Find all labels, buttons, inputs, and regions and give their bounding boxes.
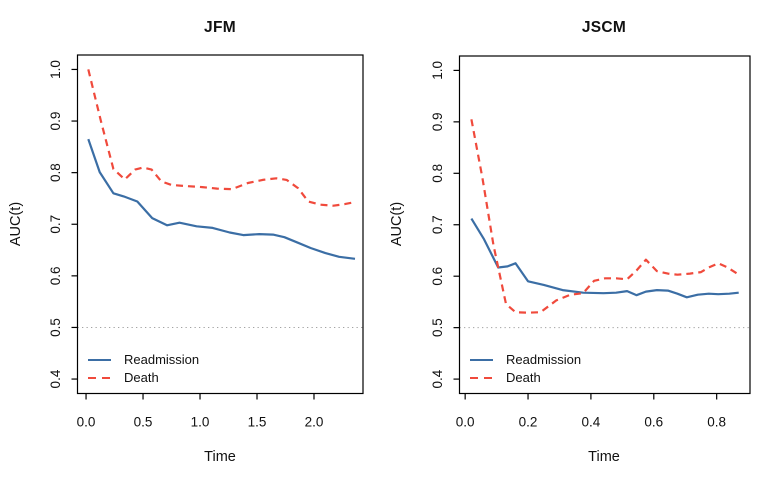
legend-jscm: Readmission Death: [470, 351, 581, 387]
legend-jfm: Readmission Death: [88, 351, 199, 387]
y-tick-label: 0.8: [430, 164, 445, 183]
x-tick-label: 0.5: [134, 415, 153, 430]
legend-row-readmission: Readmission: [88, 351, 199, 369]
panel-jscm: 0.0 0.2 0.4 0.6 0.8 0.4 0.5 0.6 0.7 0.8 0.9 1.0: [430, 55, 751, 430]
legend-row-readmission: Readmission: [470, 351, 581, 369]
y-tick-label: 0.4: [48, 369, 63, 388]
x-tick-label: 0.6: [644, 415, 663, 430]
y-tick-label: 0.9: [430, 112, 445, 131]
death-line-swatch: [470, 376, 493, 380]
legend-label-death: Death: [124, 370, 159, 385]
x-tick-label: 0.0: [456, 415, 475, 430]
y-tick-label: 0.5: [430, 318, 445, 337]
y-tick-label: 1.0: [430, 61, 445, 80]
series-line-death: [470, 119, 738, 314]
legend-label-readmission: Readmission: [506, 352, 582, 367]
readmission-line-swatch: [88, 358, 111, 362]
panel-jfm: 0.0 0.5 1.0 1.5 2.0 0.4 0.5 0.6 0.7 0.8 0.9 1.0: [48, 54, 364, 430]
plot-box: [458, 55, 751, 395]
x-tick-label: 1.0: [191, 415, 210, 430]
x-tick-label: 1.5: [248, 415, 267, 430]
x-tick-label: 0.8: [707, 415, 726, 430]
x-tick-label: 0.2: [519, 415, 538, 430]
y-tick-label: 0.8: [48, 163, 63, 182]
x-tick-label: 0.4: [582, 415, 601, 430]
x-axis-label-jscm: Time: [588, 449, 620, 465]
x-tick-label: 2.0: [305, 415, 324, 430]
legend-row-death: Death: [88, 369, 199, 387]
y-tick-label: 0.7: [48, 215, 63, 234]
x-tick-label: 0.0: [77, 415, 96, 430]
readmission-line-swatch: [470, 358, 493, 362]
plot-box: [76, 54, 364, 395]
series-line-death: [87, 69, 356, 207]
chart-title-jfm: JFM: [204, 19, 236, 36]
legend-label-readmission: Readmission: [124, 352, 200, 367]
y-tick-label: 0.6: [48, 266, 63, 285]
y-tick-label: 1.0: [48, 60, 63, 79]
y-tick-label: 0.5: [48, 318, 63, 337]
death-line-swatch: [88, 376, 111, 380]
y-tick-label: 0.6: [430, 267, 445, 286]
y-axis-label-jfm: AUC(t): [8, 201, 24, 247]
chart-title-jscm: JSCM: [581, 19, 627, 36]
series-line-readmission: [87, 138, 356, 260]
series-line-readmission: [470, 218, 739, 299]
x-axis-label-jfm: Time: [204, 449, 236, 465]
y-tick-label: 0.4: [430, 369, 445, 388]
y-axis-label-jscm: AUC(t): [389, 201, 405, 247]
y-tick-label: 0.7: [430, 215, 445, 234]
legend-label-death: Death: [506, 370, 541, 385]
legend-row-death: Death: [470, 369, 581, 387]
y-tick-label: 0.9: [48, 112, 63, 131]
